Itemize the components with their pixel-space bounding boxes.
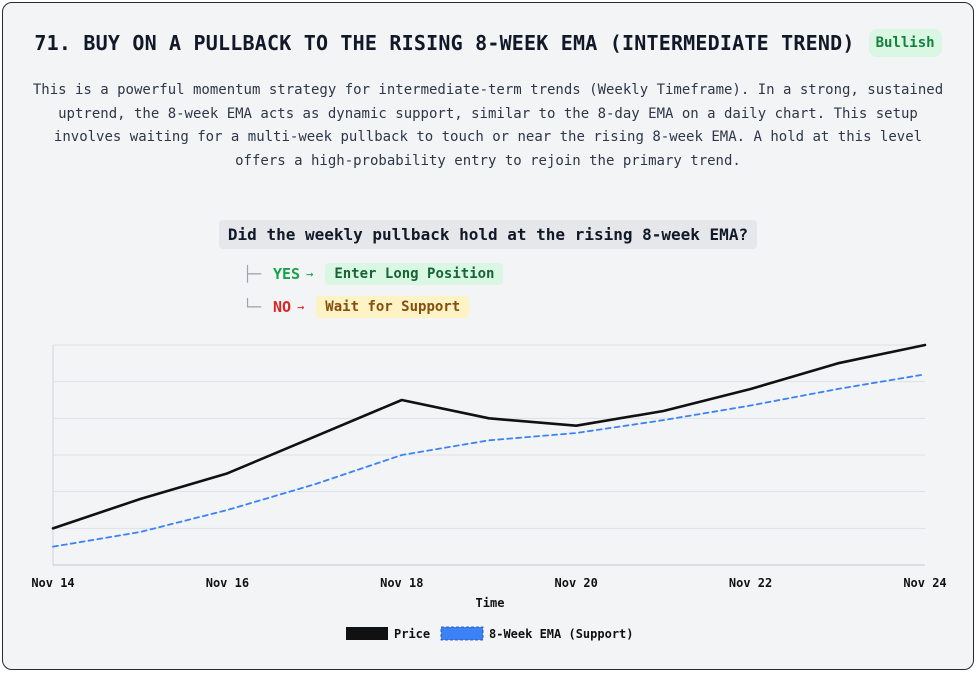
ema-series-line [52, 373, 926, 548]
x-tick-label: Nov 14 [31, 576, 74, 590]
x-axis-label: Time [476, 596, 505, 610]
legend-label-price: Price [394, 627, 430, 641]
legend-swatch-price [346, 627, 388, 640]
page-title: 71. BUY ON A PULLBACK TO THE RISING 8-WE… [34, 31, 855, 55]
grid-lines [52, 344, 925, 566]
series-lines [51, 343, 927, 548]
arrow-right-icon: → [306, 267, 314, 281]
header: 71. BUY ON A PULLBACK TO THE RISING 8-WE… [3, 29, 973, 57]
strategy-description: This is a powerful momentum strategy for… [32, 82, 944, 169]
x-axis: Time Nov 14 Nov 16 Nov 18 Nov 20 Nov 22 Nov 2… [31, 576, 946, 610]
x-tick-label: Nov 22 [729, 576, 772, 590]
no-label: NO [273, 298, 292, 316]
sentiment-badge: Bullish [868, 29, 942, 57]
decision-question: Did the weekly pullback hold at the risi… [218, 220, 758, 249]
x-tick-label: Nov 20 [555, 576, 598, 590]
arrow-right-icon: → [297, 300, 305, 314]
yes-outcome: Enter Long Position [325, 263, 504, 285]
x-tick-label: Nov 16 [206, 576, 249, 590]
legend-label-ema: 8-Week EMA (Support) [489, 627, 634, 641]
x-tick-label: Nov 24 [903, 576, 946, 590]
yes-label: YES [273, 265, 301, 283]
x-tick-label: Nov 18 [380, 576, 423, 590]
price-ema-chart: Time Nov 14 Nov 16 Nov 18 Nov 20 Nov 22 Nov 2… [31, 343, 947, 641]
no-outcome: Wait for Support [316, 296, 470, 318]
legend: Price 8-Week EMA (Support) [346, 626, 634, 641]
price-series-line [51, 343, 927, 530]
legend-swatch-ema [440, 626, 484, 641]
branch-end-connector-icon: └─ [243, 298, 262, 316]
decision-tree: Did the weekly pullback hold at the risi… [3, 220, 973, 249]
yes-branch: ├─ YES → Enter Long Position [243, 263, 504, 285]
no-branch: └─ NO → Wait for Support [243, 296, 470, 318]
branch-connector-icon: ├─ [243, 265, 262, 283]
